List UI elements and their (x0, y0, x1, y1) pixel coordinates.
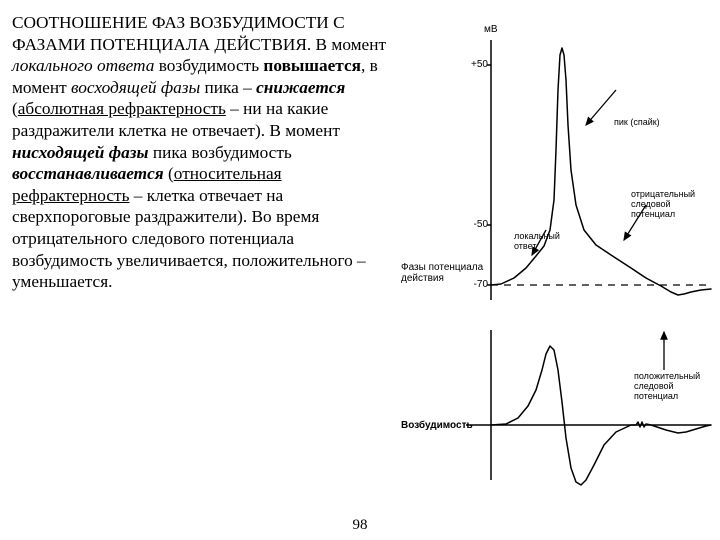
excitability-label: Возбудимость (401, 420, 486, 431)
neg-trace-label: отрицательныйследовойпотенциал (631, 190, 695, 220)
main-text: СООТНОШЕНИЕ ФАЗ ВОЗБУДИМОСТИ С ФАЗАМИ ПО… (12, 12, 392, 293)
y-axis-unit: мВ (484, 24, 498, 35)
ytick-minus50: -50 (474, 219, 488, 230)
phases-label: Фазы потенциаладействия (401, 262, 486, 284)
title-text: СООТНОШЕНИЕ ФАЗ ВОЗБУДИМОСТИ С ФАЗАМИ ПО… (12, 13, 345, 54)
local-response-label: локальныйответ (514, 232, 560, 252)
page-number: 98 (0, 517, 720, 534)
spike-label: пик (спайк) (614, 118, 660, 128)
ytick-plus50: +50 (471, 59, 488, 70)
chart-area: мВ +50 -50 -70 Фазы потенциаладействия В… (406, 30, 716, 480)
body-text: В момент локального ответа возбудимость … (12, 35, 386, 292)
pos-trace-label: положительныйследовойпотенциал (634, 372, 700, 402)
